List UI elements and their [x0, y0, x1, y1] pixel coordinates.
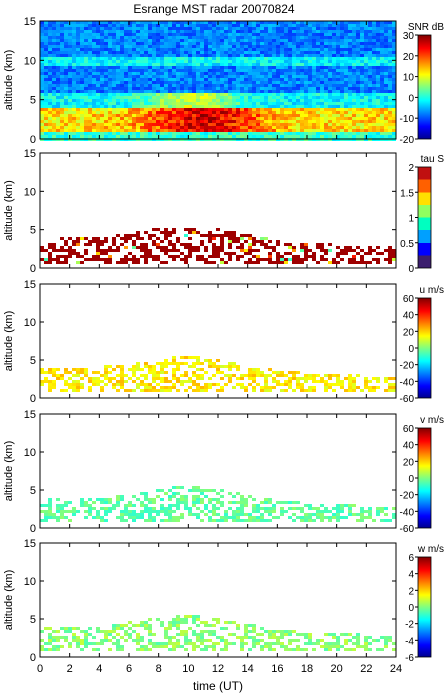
x-tick-label: 14	[242, 663, 254, 675]
panel-2-data	[40, 228, 396, 264]
colorbar-label: v m/s	[420, 415, 444, 426]
y-tick-label: 15	[24, 538, 36, 550]
y-axis-label: altitude (km)	[3, 50, 15, 111]
y-tick-label: 15	[24, 16, 36, 28]
y-tick-label: 5	[30, 355, 36, 367]
colorbar-tick-label: -2	[405, 620, 414, 631]
y-tick-label: 10	[24, 317, 36, 329]
colorbar-tick-label: 40	[403, 311, 415, 322]
y-axis-label: altitude (km)	[3, 180, 15, 241]
colorbar-tick-label: 60	[403, 294, 415, 305]
x-tick-label: 0	[37, 663, 43, 675]
x-tick-label: 4	[96, 663, 102, 675]
colorbar-tick-label: 2	[408, 163, 414, 174]
colorbar-tick-label: 0	[408, 603, 414, 614]
panel-4: 0 5 10 15 altitude (km) v m/s 60 40 20 0 -20 -40 -60	[3, 409, 444, 535]
colorbar-tick-label: -60	[400, 394, 415, 405]
colorbar-tick-label: -20	[400, 135, 415, 146]
panel-5-data	[40, 615, 396, 651]
x-tick-label: 6	[126, 663, 132, 675]
y-tick-label: 15	[24, 148, 36, 160]
panel-3-data	[40, 356, 396, 392]
x-tick-label: 16	[271, 663, 283, 675]
panel-1-data	[40, 21, 396, 141]
colorbar-tick-label: 40	[403, 441, 415, 452]
x-tick-label: 18	[301, 663, 313, 675]
y-tick-label: 5	[30, 485, 36, 497]
y-tick-label: 15	[24, 409, 36, 421]
x-tick-label: 10	[182, 663, 194, 675]
y-axis-label: altitude (km)	[3, 441, 15, 502]
colorbar-tick-label: 0.5	[400, 239, 414, 250]
colorbar-5	[417, 556, 432, 658]
colorbar-tick-label: 2	[408, 586, 414, 597]
colorbar-tick-label: 0	[408, 264, 414, 275]
colorbar-label: SNR dB	[408, 22, 444, 33]
y-tick-label: 10	[24, 447, 36, 459]
colorbar-tick-label: -40	[400, 377, 415, 388]
y-axis-label: altitude (km)	[3, 311, 15, 372]
colorbar-tick-label: 0	[408, 93, 414, 104]
panel-4-data	[40, 486, 396, 522]
y-tick-label: 0	[30, 393, 36, 405]
colorbar-tick-label: 20	[403, 327, 415, 338]
x-tick-label: 20	[331, 663, 343, 675]
colorbar-tick-label: -40	[400, 507, 415, 518]
x-tick-label: 24	[390, 663, 402, 675]
colorbar-4	[417, 427, 432, 529]
colorbar-tick-label: 30	[403, 31, 415, 42]
x-axis-label: time (UT)	[193, 679, 243, 693]
colorbar-tick-label: 20	[403, 52, 415, 63]
y-axis-label: altitude (km)	[3, 570, 15, 631]
y-tick-label: 0	[30, 652, 36, 664]
colorbar-tick-label: 1.5	[400, 188, 414, 199]
panel-2: 0 5 10 15 altitude (km) tau S 2 1.5 1 0.5 0	[3, 148, 444, 275]
colorbar-tick-label: 60	[403, 424, 415, 435]
colorbar-2	[417, 166, 432, 269]
colorbar-tick-label: -20	[400, 361, 415, 372]
colorbar-tick-label: 4	[408, 570, 414, 581]
colorbar-label: w m/s	[417, 544, 444, 555]
colorbar-tick-label: -4	[405, 636, 414, 647]
x-tick-label: 8	[156, 663, 162, 675]
y-tick-label: 10	[24, 55, 36, 67]
colorbar-label: tau S	[421, 154, 445, 165]
colorbar-label: u m/s	[420, 285, 444, 296]
colorbar-tick-label: 0	[408, 474, 414, 485]
colorbar-tick-label: -20	[400, 491, 415, 502]
colorbar-tick-label: 20	[403, 457, 415, 468]
panel-5-frame	[39, 542, 397, 658]
y-tick-label: 10	[24, 186, 36, 198]
colorbar-tick-label: -10	[400, 114, 415, 125]
colorbar-3	[417, 297, 432, 399]
y-tick-label: 0	[30, 263, 36, 275]
colorbar-tick-label: 6	[408, 553, 414, 564]
panel-3: 0 5 10 15 altitude (km) u m/s 60 40 20 0 -20 -40 -60	[3, 279, 444, 405]
colorbar-tick-label: -60	[400, 524, 415, 535]
x-tick-label: 22	[360, 663, 372, 675]
y-tick-label: 0	[30, 523, 36, 535]
y-tick-label: 10	[24, 576, 36, 588]
colorbar-tick-label: 1	[408, 214, 414, 225]
x-tick-label: 2	[67, 663, 73, 675]
colorbar-tick-label: 10	[403, 73, 415, 84]
colorbar-tick-label: -6	[405, 653, 414, 664]
x-tick-label: 12	[212, 663, 224, 675]
y-tick-label: 5	[30, 225, 36, 237]
y-tick-label: 15	[24, 279, 36, 291]
colorbar-tick-label: 0	[408, 344, 414, 355]
y-tick-label: 5	[30, 614, 36, 626]
colorbar-1	[417, 34, 432, 140]
y-tick-label: 5	[30, 95, 36, 107]
y-tick-label: 0	[30, 134, 36, 146]
figure-title: Esrange MST radar 20070824	[133, 2, 295, 16]
